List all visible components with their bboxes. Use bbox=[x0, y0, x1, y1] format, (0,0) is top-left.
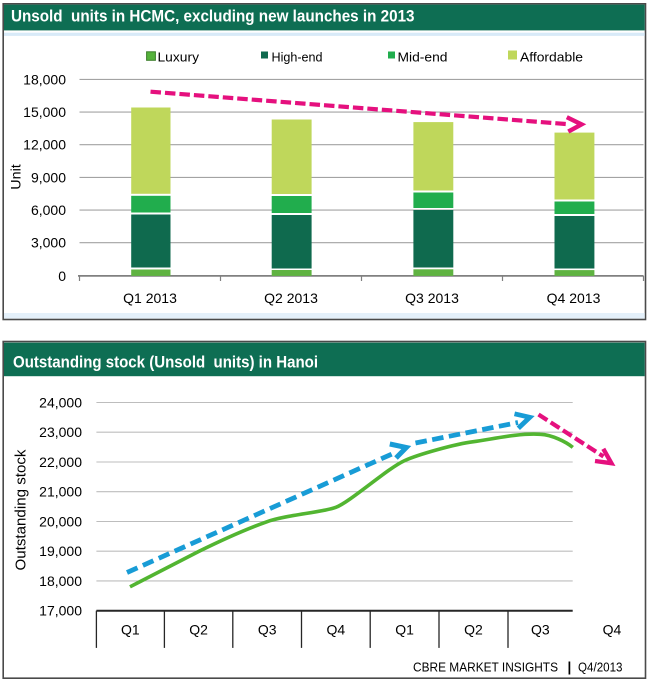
svg-text:Q1 2013: Q1 2013 bbox=[123, 290, 177, 306]
svg-text:6,000: 6,000 bbox=[31, 202, 66, 218]
svg-text:Q3: Q3 bbox=[258, 622, 277, 638]
svg-text:17,000: 17,000 bbox=[39, 603, 82, 619]
svg-text:Q2: Q2 bbox=[464, 622, 483, 638]
svg-text:22,000: 22,000 bbox=[39, 454, 82, 470]
svg-text:Q3: Q3 bbox=[531, 622, 550, 638]
svg-text:Q4/2013: Q4/2013 bbox=[578, 661, 623, 675]
svg-text:Unit: Unit bbox=[9, 164, 24, 190]
svg-text:Q4: Q4 bbox=[327, 622, 346, 638]
svg-text:18,000: 18,000 bbox=[39, 573, 82, 589]
svg-text:Q4: Q4 bbox=[603, 622, 622, 638]
svg-text:|: | bbox=[568, 660, 572, 675]
svg-text:18,000: 18,000 bbox=[23, 71, 66, 87]
svg-text:3,000: 3,000 bbox=[31, 235, 66, 251]
svg-text:24,000: 24,000 bbox=[39, 394, 82, 410]
svg-text:CBRE MARKET INSIGHTS: CBRE MARKET INSIGHTS bbox=[413, 661, 558, 675]
svg-text:Mid-end: Mid-end bbox=[398, 50, 448, 65]
svg-text:Q2: Q2 bbox=[189, 622, 208, 638]
svg-text:Q3 2013: Q3 2013 bbox=[405, 290, 459, 306]
svg-text:Q1: Q1 bbox=[121, 622, 140, 638]
svg-text:Luxury: Luxury bbox=[158, 50, 200, 65]
svg-text:12,000: 12,000 bbox=[23, 137, 66, 153]
svg-text:Affordable: Affordable bbox=[520, 50, 583, 65]
svg-text:9,000: 9,000 bbox=[31, 169, 66, 185]
svg-text:0: 0 bbox=[58, 268, 66, 284]
svg-text:23,000: 23,000 bbox=[39, 424, 82, 440]
svg-text:Unsold units in HCMC, excludi: Unsold units in HCMC, excluding new laun… bbox=[11, 6, 415, 25]
svg-text:High-end: High-end bbox=[272, 50, 323, 65]
svg-text:21,000: 21,000 bbox=[39, 484, 82, 500]
svg-text:Q2 2013: Q2 2013 bbox=[264, 290, 318, 306]
svg-text:Q4 2013: Q4 2013 bbox=[547, 290, 601, 306]
svg-text:Q1: Q1 bbox=[395, 622, 414, 638]
svg-text:20,000: 20,000 bbox=[39, 513, 82, 529]
svg-text:Outstanding stock: Outstanding stock bbox=[14, 449, 30, 571]
svg-text:Outstanding stock (Unsold uni: Outstanding stock (Unsold units) in Hano… bbox=[13, 352, 318, 371]
svg-text:15,000: 15,000 bbox=[23, 104, 66, 120]
svg-text:19,000: 19,000 bbox=[39, 543, 82, 559]
